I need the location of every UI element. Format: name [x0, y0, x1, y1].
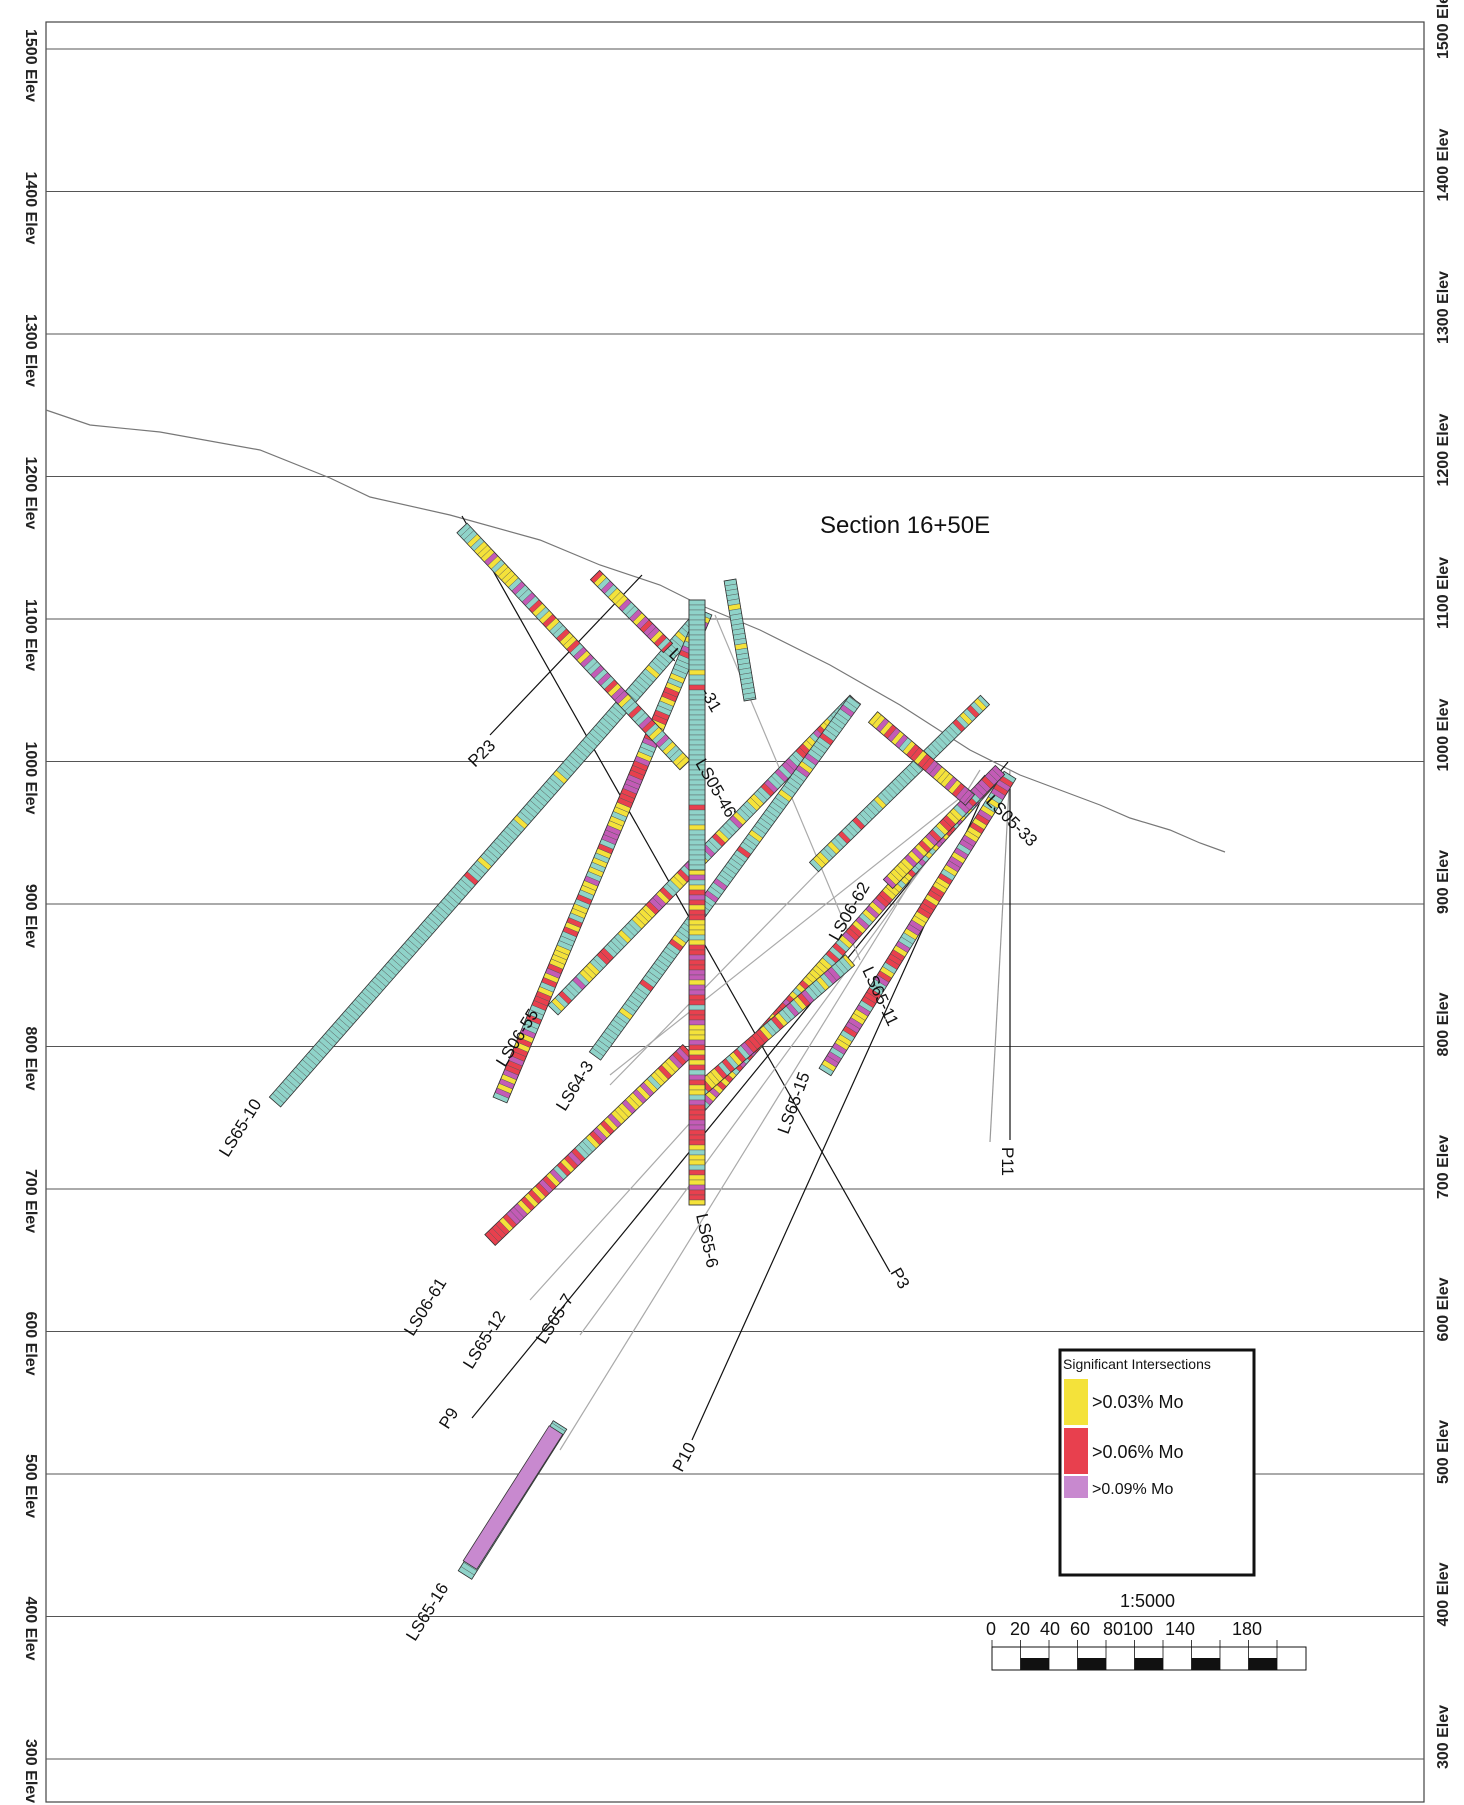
- elevation-label-right: 1500 Elev: [1435, 0, 1452, 59]
- scale-tick-label: 80100: [1103, 1619, 1153, 1639]
- drill-hole-label: LS65-7: [532, 1291, 577, 1348]
- elevation-label-right: 500 Elev: [1435, 1420, 1452, 1484]
- assay-bar: [456, 522, 691, 771]
- assay-bar: [688, 599, 706, 871]
- drill-trace: [579, 774, 991, 1336]
- drill-hole-label: LS65-12: [459, 1308, 509, 1373]
- elevation-label-left: 1500 Elev: [22, 29, 39, 102]
- elevation-label-left: 1300 Elev: [22, 314, 39, 387]
- elevation-label-left: 500 Elev: [22, 1454, 39, 1518]
- drill-hole-label: P11: [998, 1147, 1017, 1176]
- scale-block: [1020, 1658, 1049, 1670]
- drill-hole-label: LS05-33: [982, 791, 1041, 850]
- elevation-label-left: 400 Elev: [22, 1597, 39, 1661]
- drill-hole-label: P3: [887, 1265, 914, 1293]
- drill-hole-label: LS65-6: [692, 1212, 722, 1270]
- drill-hole-label: LS65-10: [215, 1096, 265, 1161]
- drill-hole-assay-bars: [268, 522, 1017, 1580]
- scale-block: [1077, 1658, 1106, 1670]
- scale-bar-blocks: [991, 1640, 1278, 1670]
- elevation-label-right: 1400 Elev: [1435, 128, 1452, 201]
- elevation-label-right: 600 Elev: [1435, 1277, 1452, 1341]
- scale-block: [1248, 1658, 1277, 1670]
- elevation-label-right: 800 Elev: [1435, 992, 1452, 1056]
- scale-tick-label: 60: [1070, 1619, 1090, 1639]
- drill-trace: [609, 869, 821, 1086]
- scale-tick-label: 140: [1165, 1619, 1195, 1639]
- section-title: Section 16+50E: [820, 512, 990, 539]
- elevation-label-right: 1000 Elev: [1435, 698, 1452, 771]
- elevation-label-left: 1400 Elev: [22, 172, 39, 245]
- scale-bar: 1:5000 0 20 40 60 80100 140 180: [986, 1591, 1307, 1671]
- assay-bar: [818, 770, 1017, 1077]
- drill-hole-label: P23: [464, 736, 499, 771]
- drill-trace: [471, 761, 1009, 1419]
- elevation-label-right: 1300 Elev: [1435, 271, 1452, 344]
- elevation-label-left: 900 Elev: [22, 884, 39, 948]
- assay-bar: [484, 1044, 694, 1246]
- assay-bar: [589, 569, 674, 654]
- elevation-label-right: 1100 Elev: [1435, 557, 1452, 629]
- legend-box: [1058, 1348, 1256, 1577]
- legend-label-yellow: >0.03% Mo: [1092, 1392, 1184, 1412]
- drill-trace: [609, 789, 971, 1076]
- assay-bar: [723, 578, 757, 702]
- elevation-label-right: 900 Elev: [1435, 850, 1452, 914]
- assay-bar: [694, 954, 856, 1096]
- legend-label-purple: >0.09% Mo: [1092, 1481, 1173, 1498]
- drill-hole-label: LS06-61: [400, 1275, 450, 1340]
- elevation-label-left: 700 Elev: [22, 1169, 39, 1233]
- scale-tick-label: 40: [1040, 1619, 1060, 1639]
- drill-hole-label: LS65-16: [402, 1580, 452, 1645]
- frame-border: [45, 21, 1425, 1803]
- elevation-label-left: 1200 Elev: [22, 457, 39, 530]
- elevation-grid: [46, 48, 1424, 1760]
- assay-bar: [492, 608, 713, 1104]
- elevation-label-right: 300 Elev: [1435, 1705, 1452, 1769]
- elevation-labels-right: 1500 Elev 1400 Elev 1300 Elev 1200 Elev 1100…: [1435, 0, 1452, 1769]
- elevation-label-left: 1000 Elev: [22, 742, 39, 815]
- drill-hole-label: P10: [669, 1439, 700, 1475]
- legend-label-red: >0.06% Mo: [1092, 1442, 1184, 1462]
- drill-hole-label: LS64-3: [552, 1058, 597, 1115]
- drill-trace: [989, 769, 1011, 1143]
- scale-block: [1134, 1658, 1163, 1670]
- elevation-label-left: 600 Elev: [22, 1312, 39, 1376]
- scale-tick-label: 180: [1232, 1619, 1262, 1639]
- assay-bar: [268, 606, 712, 1108]
- legend-swatch-yellow: [1064, 1379, 1088, 1425]
- scale-ratio: 1:5000: [1120, 1591, 1175, 1611]
- assay-bar: [588, 695, 862, 1061]
- elevation-label-right: 400 Elev: [1435, 1562, 1452, 1626]
- legend-swatch-red: [1064, 1428, 1088, 1474]
- scale-tick-label: 0: [986, 1619, 996, 1639]
- elevation-label-right: 1200 Elev: [1435, 413, 1452, 486]
- scale-tick-label: 20: [1010, 1619, 1030, 1639]
- legend-swatch-purple: [1064, 1476, 1088, 1498]
- drill-hole-label: P9: [435, 1404, 462, 1432]
- elevation-label-left: 300 Elev: [22, 1739, 39, 1803]
- elevation-label-right: 700 Elev: [1435, 1135, 1452, 1199]
- assay-bar: [867, 711, 976, 806]
- drill-hole-traces: [461, 515, 1011, 1451]
- legend-title: Significant Intersections: [1063, 1356, 1211, 1372]
- elevation-label-left: 1100 Elev: [22, 599, 39, 671]
- legend: Significant Intersections >0.03% Mo >0.0…: [1058, 1348, 1256, 1577]
- assay-bar: [882, 764, 1006, 890]
- elevation-labels-left: 1500 Elev 1400 Elev 1300 Elev 1200 Elev 1100…: [22, 29, 39, 1803]
- elevation-label-left: 800 Elev: [22, 1027, 39, 1091]
- scale-tick-labels: 0 20 40 60 80100 140 180: [986, 1619, 1262, 1639]
- scale-block: [1191, 1658, 1220, 1670]
